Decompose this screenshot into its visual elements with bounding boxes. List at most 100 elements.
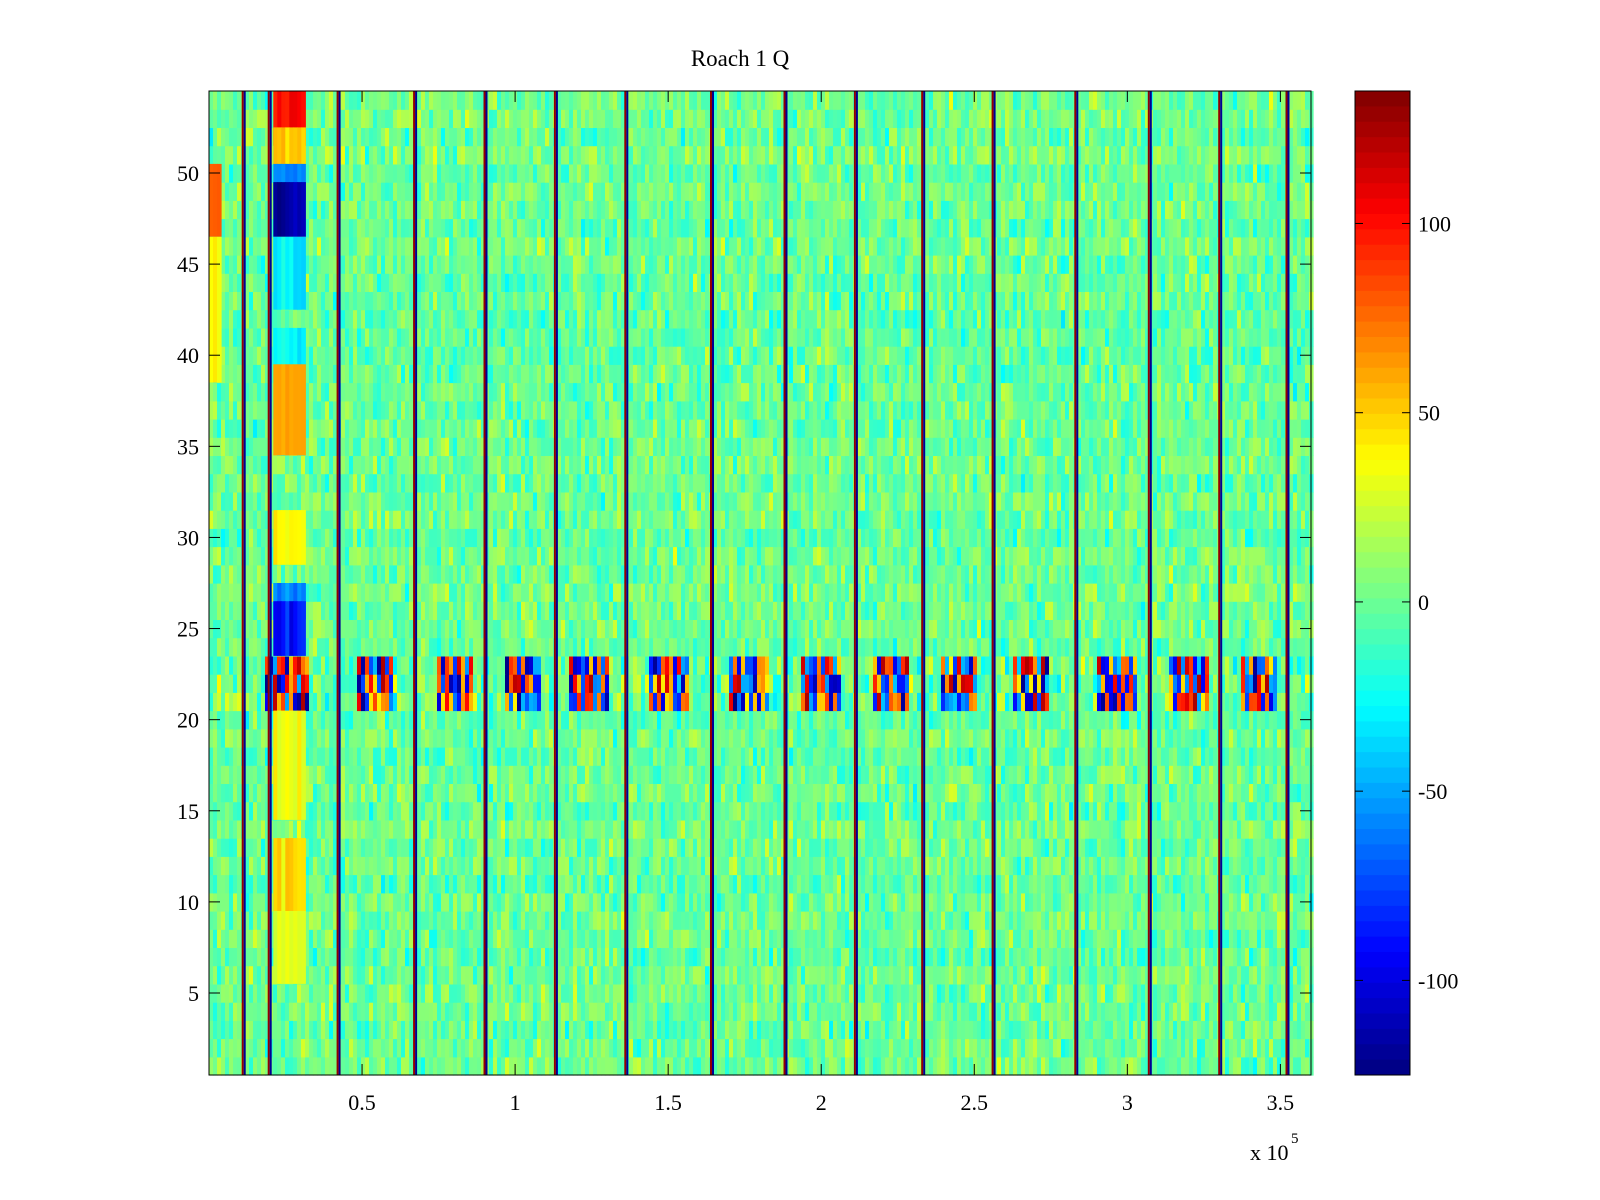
heatmap-cell [365, 765, 370, 784]
heatmap-cell [1089, 911, 1094, 930]
heatmap-cell [405, 1056, 410, 1076]
heatmap-cell [597, 801, 602, 821]
heatmap-cell [1045, 1020, 1050, 1040]
heatmap-cell [225, 765, 230, 784]
heatmap-cell [309, 947, 314, 967]
heatmap-cell [893, 965, 898, 985]
heatmap-cell [1269, 1056, 1274, 1076]
heatmap-cell [489, 1038, 494, 1058]
heatmap-cell [1109, 747, 1114, 766]
heatmap-cell [1173, 1038, 1178, 1058]
heatmap-cell [769, 929, 774, 948]
heatmap-cell [509, 965, 514, 985]
heatmap-cell [481, 1020, 486, 1040]
heatmap-cell [961, 1038, 966, 1058]
heatmap-cell [781, 983, 786, 1003]
heatmap-cell [721, 1038, 726, 1058]
heatmap-cell [833, 765, 838, 784]
heatmap-cell [597, 1020, 602, 1040]
heatmap-cell [833, 1002, 838, 1021]
heatmap-cell [1233, 965, 1238, 985]
heatmap-cell [689, 1002, 694, 1021]
heatmap-cell [497, 819, 502, 839]
heatmap-cell [989, 929, 994, 948]
heatmap-cell [1053, 819, 1058, 839]
heatmap-cell [261, 1038, 266, 1058]
heatmap-cell [689, 838, 694, 857]
heatmap-cell [1129, 856, 1134, 876]
heatmap-cell [1057, 929, 1062, 948]
heatmap-cell [497, 1056, 502, 1076]
heatmap-cell [713, 765, 718, 784]
heatmap-cell [1209, 1056, 1214, 1076]
heatmap-cell [1201, 911, 1206, 930]
heatmap-cell [1157, 1056, 1162, 1076]
heatmap-cell [705, 947, 710, 967]
heatmap-cell [597, 1056, 602, 1076]
heatmap-cell [641, 838, 646, 857]
heatmap-cell [1153, 1020, 1158, 1040]
heatmap-cell [1241, 1020, 1246, 1040]
heatmap-cell [521, 892, 526, 912]
heatmap-cell [1257, 856, 1262, 876]
heatmap-cell [837, 947, 842, 967]
heatmap-cell [637, 765, 642, 784]
heatmap-cell [1105, 929, 1110, 948]
heatmap-cell [1021, 1020, 1026, 1040]
heatmap-cell [569, 1056, 574, 1076]
heatmap-cell [705, 801, 710, 821]
heatmap-cell [221, 801, 226, 821]
heatmap-cell [897, 765, 902, 784]
heatmap-cell [545, 838, 550, 857]
heatmap-cell [961, 856, 966, 876]
heatmap-cell [1181, 874, 1186, 894]
heatmap-cell [589, 1002, 594, 1021]
heatmap-cell [449, 929, 454, 948]
heatmap-cell [621, 892, 626, 912]
heatmap-cell [517, 1056, 522, 1076]
heatmap-cell [973, 892, 978, 912]
heatmap-cell [825, 856, 830, 876]
heatmap-cell [897, 1002, 902, 1021]
heatmap-cell [1289, 1038, 1294, 1058]
heatmap-cell [697, 892, 702, 912]
heatmap-cell [1045, 1002, 1050, 1021]
heatmap-cell [817, 983, 822, 1003]
heatmap-cell [849, 801, 854, 821]
heatmap-cell [1021, 983, 1026, 1003]
heatmap-cell [905, 1038, 910, 1058]
heatmap-cell [937, 819, 942, 839]
heatmap-cell [489, 838, 494, 857]
heatmap-cell [1181, 983, 1186, 1003]
heatmap-cell [681, 747, 686, 766]
heatmap-cell [549, 892, 554, 912]
heatmap-cell [713, 1002, 718, 1021]
heatmap-cell [325, 911, 330, 930]
heatmap-cell [521, 874, 526, 894]
heatmap-cell [893, 856, 898, 876]
heatmap-cell [629, 819, 634, 839]
heatmap-cell [1093, 1020, 1098, 1040]
heatmap-cell [1081, 1020, 1086, 1040]
heatmap-cell [849, 856, 854, 876]
heatmap-cell [825, 801, 830, 821]
heatmap-cell [925, 783, 930, 803]
heatmap-cell [369, 783, 374, 803]
heatmap-cell [925, 983, 930, 1003]
heatmap-cell [509, 838, 514, 857]
heatmap-cell [605, 819, 610, 839]
heatmap-cell [1197, 874, 1202, 894]
heatmap-cell [1165, 838, 1170, 857]
heatmap-cell [1165, 911, 1170, 930]
heatmap-cell [325, 965, 330, 985]
heatmap-cell [897, 892, 902, 912]
heatmap-cell [1061, 1020, 1066, 1040]
heatmap-cell [645, 765, 650, 784]
heatmap-cell [909, 947, 914, 967]
heatmap-cell [801, 765, 806, 784]
heatmap-cell [981, 1002, 986, 1021]
heatmap-cell [973, 1020, 978, 1040]
heatmap-cell [473, 765, 478, 784]
heatmap-cell [405, 1038, 410, 1058]
heatmap-cell [717, 983, 722, 1003]
